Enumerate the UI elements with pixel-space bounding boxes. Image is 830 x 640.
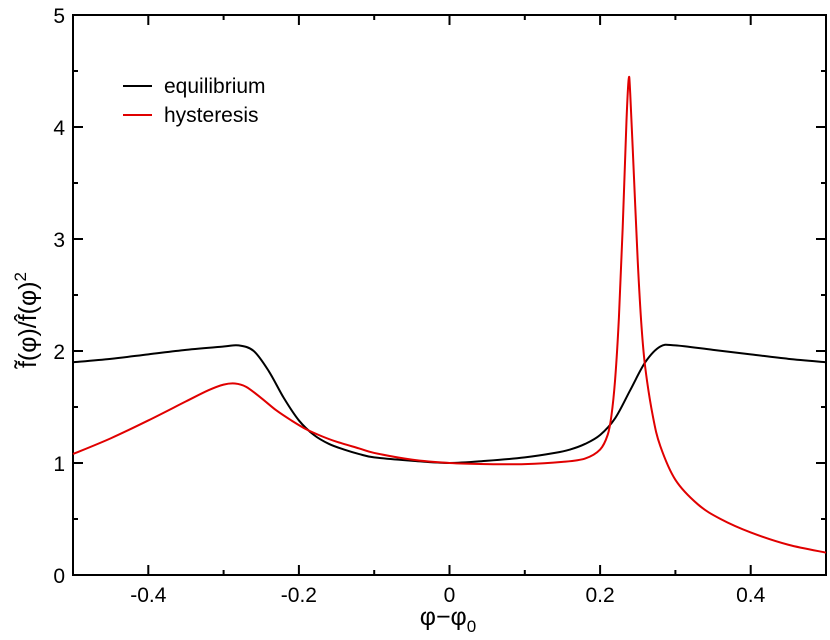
y-tick-label: 0	[53, 565, 65, 588]
series-layer	[72, 75, 827, 554]
x-tick-label: -0.4	[130, 584, 167, 607]
y-axis-title: f̃(φ)/f̂(φ)2	[11, 272, 42, 370]
y-tick-label: 4	[53, 117, 65, 140]
x-axis-title-subscript: 0	[467, 617, 476, 636]
y-tick-label: 1	[53, 453, 65, 476]
plot-area-frame	[72, 14, 827, 576]
y-tick-label: 5	[53, 5, 65, 28]
x-axis-title: φ−φ0	[420, 603, 477, 636]
series-line-hysteresis	[72, 75, 827, 554]
x-tick-label: 0.4	[736, 584, 766, 607]
x-tick-label: -0.2	[281, 584, 317, 607]
plot-frame-layer	[72, 14, 827, 576]
legend-label-equilibrium: equilibrium	[164, 75, 266, 98]
y-tick-label: 3	[53, 229, 65, 252]
x-tick-label: 0	[444, 584, 456, 607]
x-tick-label: 0.2	[585, 584, 614, 607]
tick-layer: -0.4 -0.2 0 0.2 0.4 0 1 2 3 4 5	[53, 5, 827, 607]
y-tick-label: 2	[53, 341, 65, 364]
y-axis-title-superscript: 2	[11, 272, 30, 281]
legend-label-hysteresis: hysteresis	[164, 104, 259, 127]
legend: equilibrium hysteresis	[123, 75, 266, 127]
series-line-equilibrium	[72, 343, 827, 464]
